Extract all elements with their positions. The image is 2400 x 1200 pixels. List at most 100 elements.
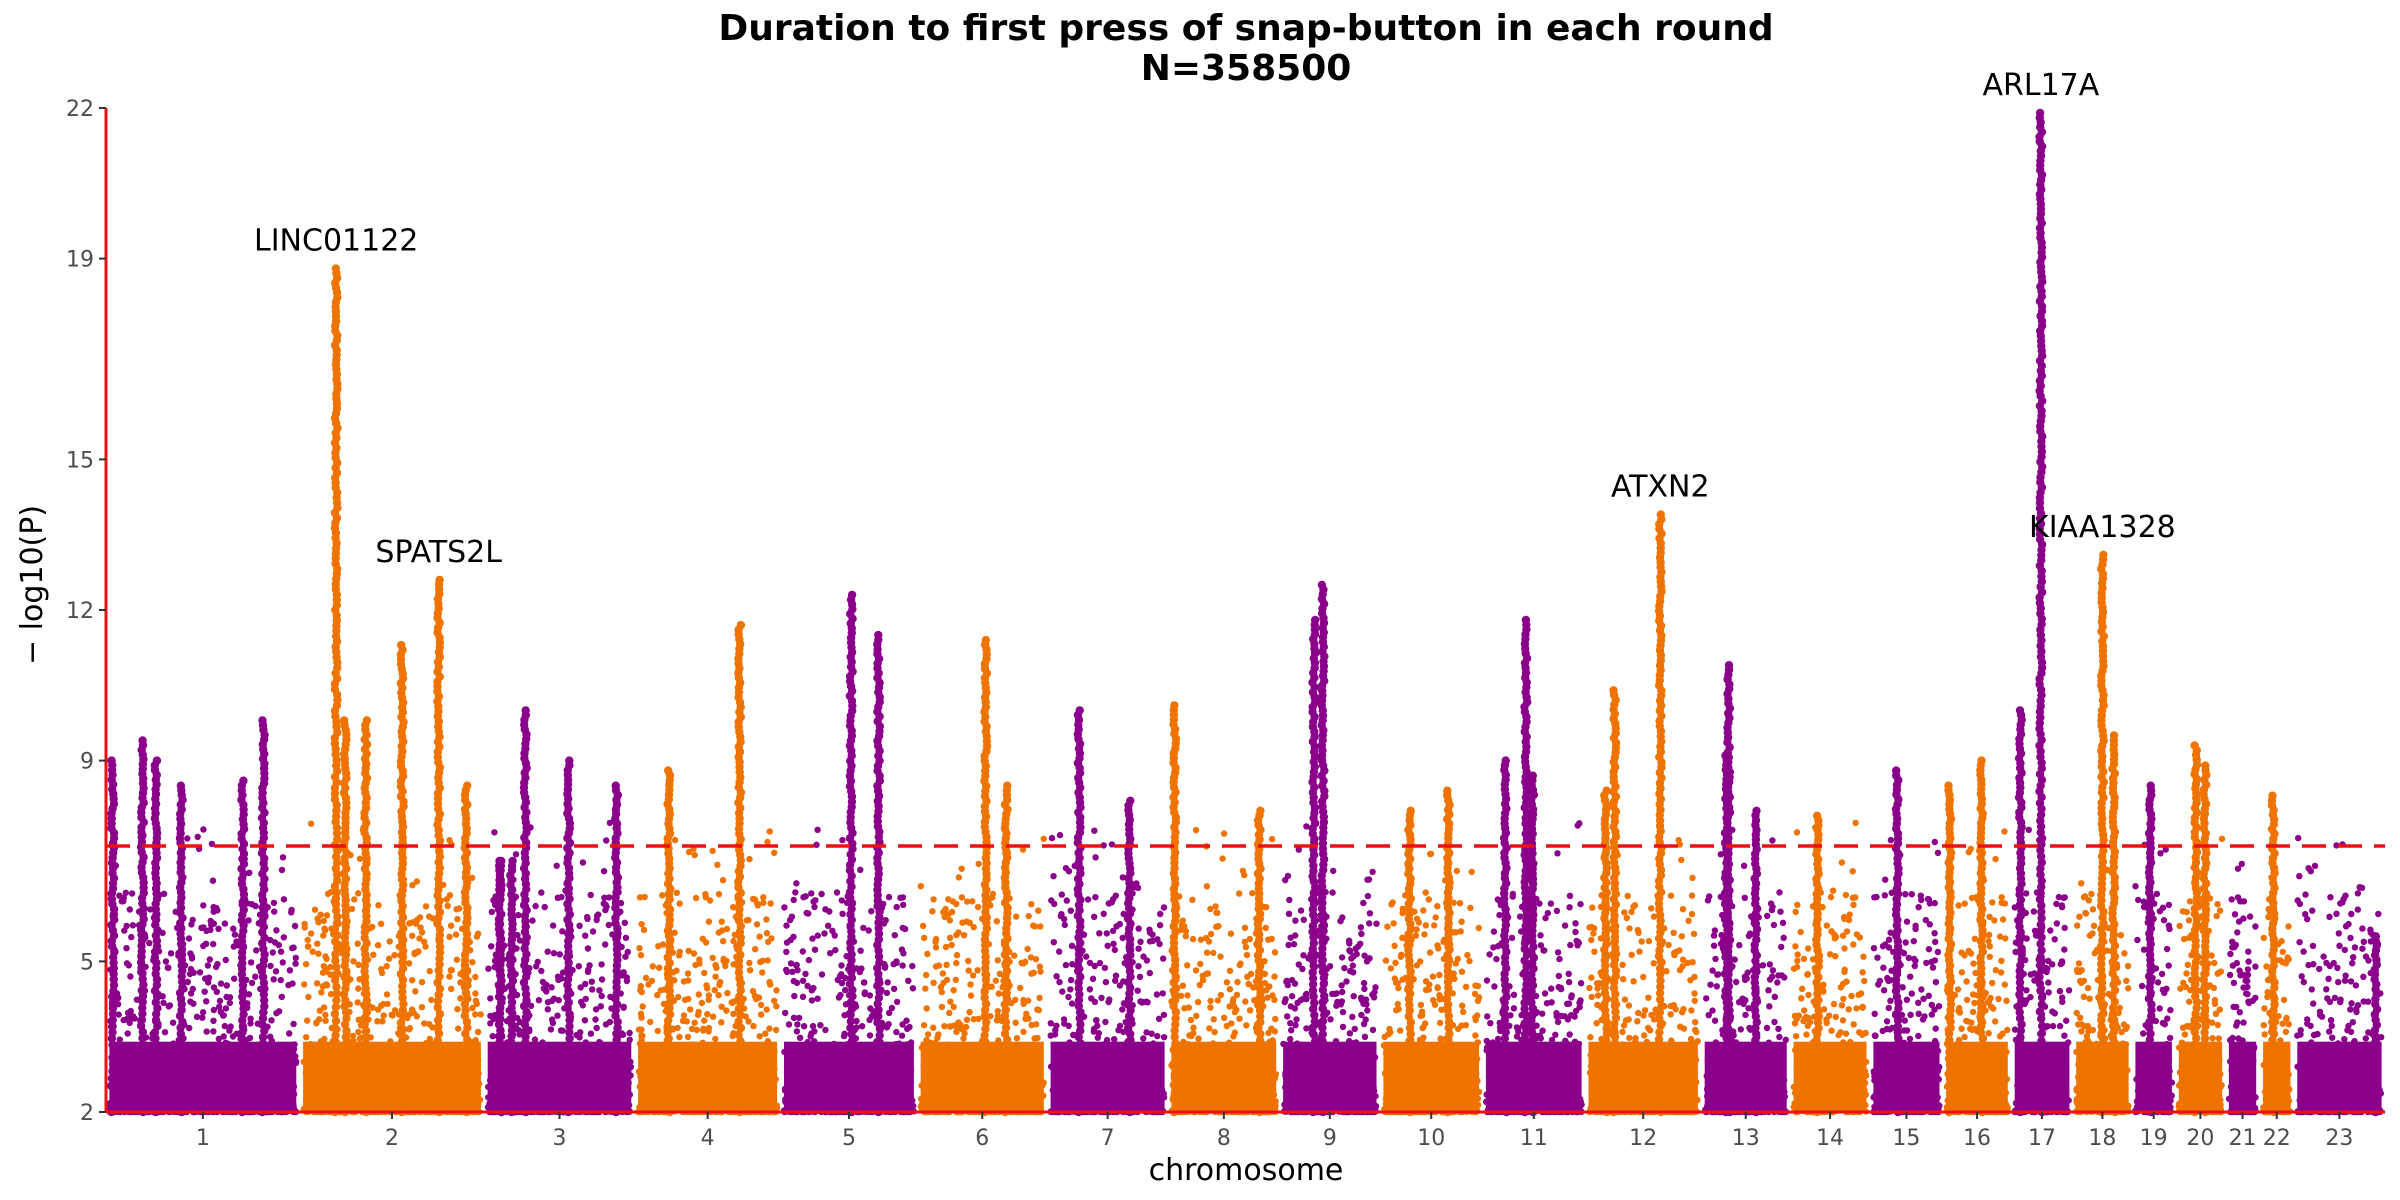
- snp-point: [275, 1008, 283, 1015]
- snp-point: [680, 1012, 688, 1019]
- snp-point: [1136, 973, 1144, 980]
- snp-point: [547, 1026, 555, 1033]
- snp-point: [356, 855, 364, 862]
- snp-point: [315, 950, 322, 957]
- snp-point: [446, 973, 453, 980]
- snp-point: [1062, 865, 1070, 872]
- snp-point: [920, 1021, 928, 1029]
- snp-point: [1236, 890, 1243, 897]
- snp-point: [1193, 1012, 1200, 1020]
- snp-point: [959, 1026, 966, 1033]
- snp-point: [129, 922, 137, 929]
- snp-point: [549, 1016, 556, 1023]
- snp-point: [1339, 1023, 1347, 1031]
- snp-point: [267, 962, 274, 970]
- snp-point: [757, 1011, 765, 1018]
- snp-point: [269, 949, 276, 956]
- snp-point: [207, 917, 214, 925]
- snp-point: [322, 1011, 329, 1018]
- snp-point: [1062, 961, 1070, 969]
- snp-point: [487, 995, 494, 1002]
- snp-point: [203, 927, 210, 934]
- snp-point: [370, 951, 377, 958]
- snp-point: [303, 1034, 310, 1041]
- snp-point: [1207, 930, 1215, 938]
- snp-point: [624, 948, 631, 956]
- snp-point: [966, 919, 973, 926]
- snp-point: [582, 932, 589, 939]
- snp-point: [185, 935, 193, 942]
- snp-point: [782, 1009, 789, 1017]
- snp-point: [534, 958, 541, 966]
- snp-point: [941, 913, 948, 921]
- snp-point: [512, 851, 520, 858]
- snp-point: [409, 882, 416, 889]
- snp-point: [1339, 914, 1346, 921]
- snp-point: [377, 920, 385, 927]
- snp-point: [994, 1008, 1001, 1015]
- snp-point: [122, 889, 129, 896]
- snp-point: [809, 1022, 817, 1030]
- snp-point: [391, 952, 398, 959]
- snp-point: [717, 978, 724, 986]
- snp-point: [270, 976, 277, 983]
- snp-point: [712, 1035, 719, 1043]
- snp-point: [814, 995, 821, 1002]
- snp-point: [868, 908, 875, 915]
- snp-point: [705, 918, 713, 925]
- snp-point: [1189, 896, 1196, 903]
- snp-point: [709, 954, 716, 962]
- chromosome-1-points: [106, 826, 300, 1116]
- snp-point: [162, 958, 170, 965]
- snp-point: [277, 948, 285, 955]
- snp-point: [1086, 986, 1094, 993]
- snp-point: [324, 890, 332, 897]
- snp-point: [715, 929, 722, 936]
- snp-point: [825, 922, 832, 929]
- snp-point: [605, 894, 613, 901]
- snp-point: [994, 957, 1001, 964]
- snp-point: [200, 902, 207, 909]
- snp-point: [165, 964, 172, 971]
- snp-point: [840, 1032, 848, 1040]
- snp-point: [1134, 987, 1141, 994]
- snp-point: [199, 1014, 206, 1021]
- snp-point: [292, 954, 299, 962]
- snp-point: [885, 1020, 892, 1028]
- snp-point: [905, 977, 912, 984]
- snp-point: [1032, 1021, 1040, 1028]
- snp-point: [582, 995, 589, 1003]
- snp-point: [291, 922, 299, 930]
- snp-point: [827, 950, 834, 957]
- snp-point: [285, 981, 292, 989]
- snp-point: [842, 974, 849, 982]
- snp-point: [1109, 927, 1117, 935]
- snp-point: [700, 1025, 707, 1033]
- snp-point: [1272, 1015, 1279, 1023]
- snp-point: [1361, 1033, 1369, 1041]
- snp-point: [1192, 826, 1200, 834]
- snp-point: [210, 940, 217, 948]
- snp-point: [695, 1008, 702, 1016]
- snp-point: [692, 894, 700, 902]
- snp-point: [793, 1028, 801, 1035]
- snp-point: [589, 986, 596, 993]
- snp-point: [685, 977, 692, 984]
- snp-point: [1084, 896, 1092, 903]
- snp-point: [1207, 1004, 1214, 1011]
- snp-point: [808, 1030, 815, 1037]
- snp-point: [953, 952, 961, 959]
- snp-point: [374, 1018, 381, 1025]
- snp-point: [187, 965, 195, 973]
- snp-point: [965, 957, 972, 965]
- snp-point: [923, 1005, 930, 1012]
- snp-point: [1025, 912, 1032, 920]
- snp-point: [753, 921, 761, 928]
- snp-point: [472, 997, 480, 1004]
- snp-point: [1214, 997, 1222, 1004]
- snp-point: [1012, 996, 1019, 1004]
- snp-point: [974, 903, 982, 911]
- snp-point: [1189, 935, 1197, 943]
- snp-point: [349, 1032, 357, 1040]
- snp-point: [698, 999, 706, 1007]
